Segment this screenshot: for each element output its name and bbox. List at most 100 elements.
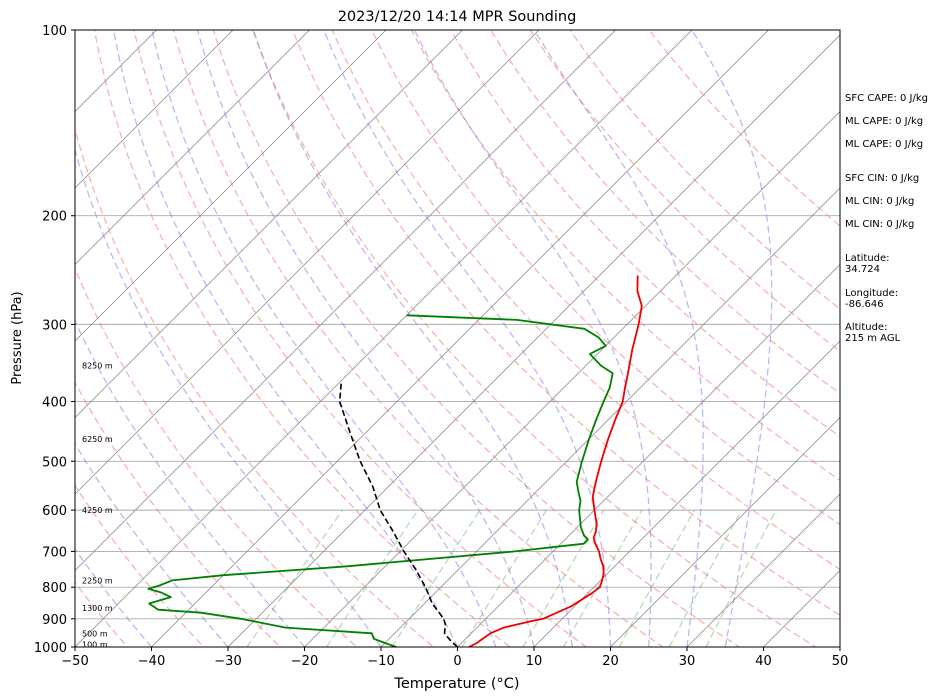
- y-tick-label: 300: [42, 318, 67, 333]
- y-axis: 100 200 300 400 500 600 700 800 900 1000: [34, 24, 75, 656]
- y-tick-label: 500: [42, 455, 67, 470]
- y-tick-label: 900: [42, 613, 67, 628]
- moist-adiabat: [151, 30, 497, 647]
- background-lines: [75, 30, 840, 647]
- height-label: 1300 m: [82, 604, 113, 613]
- mixing-ratio-line: [391, 509, 481, 647]
- mixing-ratio-line: [522, 509, 605, 647]
- isotherm: [686, 493, 840, 647]
- altitude-label: Altitude:: [845, 322, 888, 333]
- isotherm: [75, 30, 157, 112]
- height-labels: 8250 m 6250 m 4250 m 2250 m 1300 m 500 m 100 m: [82, 362, 113, 650]
- altitude-value: 215 m AGL: [845, 333, 901, 344]
- height-label: 6250 m: [82, 435, 113, 444]
- isotherm: [533, 340, 840, 647]
- dry-adiabat: [75, 266, 358, 647]
- moist-adiabat: [196, 30, 535, 647]
- dry-adiabat: [75, 581, 129, 647]
- dry-adiabat: [93, 30, 511, 647]
- chart-title: 2023/12/20 14:14 MPR Sounding: [338, 9, 577, 25]
- dry-adiabat: [75, 126, 435, 647]
- x-tick-label: 50: [832, 654, 849, 669]
- x-tick-label: −40: [138, 654, 165, 669]
- moist-adiabat: [252, 30, 573, 647]
- sfc-cape-text: SFC CAPE: 0 J/kg: [845, 93, 928, 104]
- isotherm: [75, 30, 310, 265]
- moist-adiabat: [413, 30, 652, 647]
- dry-adiabat: [75, 484, 205, 647]
- latitude-value: 34.724: [845, 264, 880, 275]
- x-tick-label: −10: [367, 654, 394, 669]
- dry-adiabat: [450, 30, 840, 438]
- mixing-ratio-line: [668, 509, 743, 647]
- y-tick-label: 100: [42, 24, 67, 39]
- temperature-profile: [468, 275, 643, 647]
- y-tick-label: 600: [42, 504, 67, 519]
- moist-adiabat: [691, 30, 773, 647]
- height-label: 2250 m: [82, 576, 113, 585]
- isotherm: [75, 30, 540, 495]
- ml-cape-text-1: ML CAPE: 0 J/kg: [845, 116, 924, 127]
- x-tick-label: −20: [291, 654, 318, 669]
- mixing-ratio-line: [246, 509, 344, 647]
- parcel-profile: [338, 380, 459, 647]
- isotherm: [75, 30, 234, 189]
- isotherm: [380, 187, 840, 647]
- x-tick-label: −50: [61, 654, 88, 669]
- moist-adiabat: [75, 548, 152, 647]
- dry-adiabat: [291, 30, 840, 616]
- dry-adiabat: [490, 30, 840, 395]
- sfc-cin-text: SFC CIN: 0 J/kg: [845, 173, 920, 184]
- ml-cape-text-2: ML CAPE: 0 J/kg: [845, 139, 924, 150]
- dry-adiabat: [252, 30, 818, 647]
- x-tick-label: 20: [602, 654, 619, 669]
- moist-adiabat: [75, 319, 305, 647]
- isotherm: [75, 30, 693, 647]
- x-axis: −50 −40 −30 −20 −10 0 10 20 30 40 50: [61, 647, 848, 669]
- x-tick-label: −30: [214, 654, 241, 669]
- isotherm: [75, 30, 616, 571]
- y-tick-label: 1000: [34, 641, 67, 656]
- ml-cin-text-1: ML CIN: 0 J/kg: [845, 196, 915, 207]
- y-tick-label: 700: [42, 545, 67, 560]
- x-tick-label: 10: [526, 654, 543, 669]
- moist-adiabat: [75, 442, 229, 647]
- dry-adiabat: [212, 30, 741, 647]
- latitude-label: Latitude:: [845, 253, 890, 264]
- mixing-ratio-line: [325, 509, 419, 647]
- isotherm: [610, 417, 840, 647]
- mixing-ratio-line: [705, 509, 777, 647]
- mixing-ratio-line: [562, 509, 643, 647]
- mixing-ratio-line: [618, 509, 696, 647]
- isotherm: [75, 30, 387, 342]
- height-label: 8250 m: [82, 362, 113, 371]
- dry-adiabat: [331, 30, 840, 571]
- x-tick-label: 0: [453, 654, 461, 669]
- isotherm: [75, 30, 463, 418]
- height-label: 100 m: [82, 640, 108, 649]
- y-tick-label: 400: [42, 395, 67, 410]
- height-label: 500 m: [82, 629, 108, 638]
- y-tick-label: 800: [42, 581, 67, 596]
- moist-adiabat: [112, 30, 459, 647]
- dry-adiabat: [529, 30, 840, 352]
- moist-adiabat: [533, 30, 704, 647]
- isotherm: [227, 34, 840, 647]
- x-tick-label: 30: [679, 654, 696, 669]
- y-axis-label: Pressure (hPa): [10, 291, 25, 384]
- sounding-profiles: [147, 275, 643, 647]
- dry-adiabat: [371, 30, 840, 526]
- isotherm: [457, 264, 840, 647]
- longitude-value: -86.646: [845, 299, 884, 310]
- longitude-label: Longitude:: [845, 288, 899, 299]
- dry-adiabat: [133, 30, 588, 647]
- x-tick-label: 40: [755, 654, 772, 669]
- moist-adiabat: [75, 147, 382, 647]
- plot-frame: [74, 29, 841, 648]
- dry-adiabat: [569, 30, 840, 310]
- height-label: 4250 m: [82, 506, 113, 515]
- x-axis-label: Temperature (°C): [393, 676, 519, 692]
- dewpoint-profile: [147, 314, 614, 647]
- ml-cin-text-2: ML CIN: 0 J/kg: [845, 219, 915, 230]
